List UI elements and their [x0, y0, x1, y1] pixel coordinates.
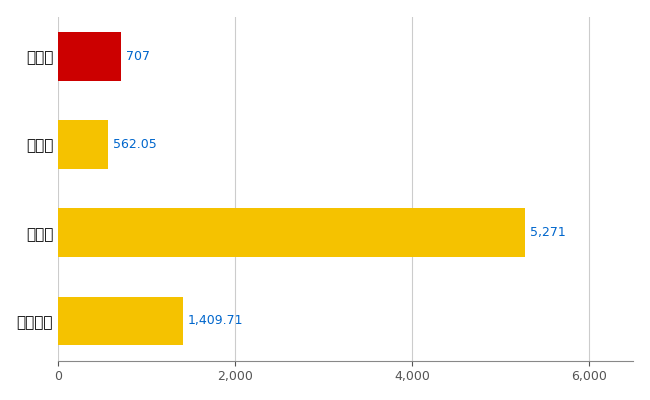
- Bar: [58, 208, 525, 257]
- Text: 562.05: 562.05: [113, 138, 157, 151]
- Bar: [58, 120, 108, 169]
- Text: 5,271: 5,271: [530, 226, 566, 239]
- Text: 707: 707: [126, 50, 150, 63]
- Bar: [58, 32, 121, 81]
- Bar: [58, 296, 183, 345]
- Text: 1,409.71: 1,409.71: [188, 314, 244, 327]
